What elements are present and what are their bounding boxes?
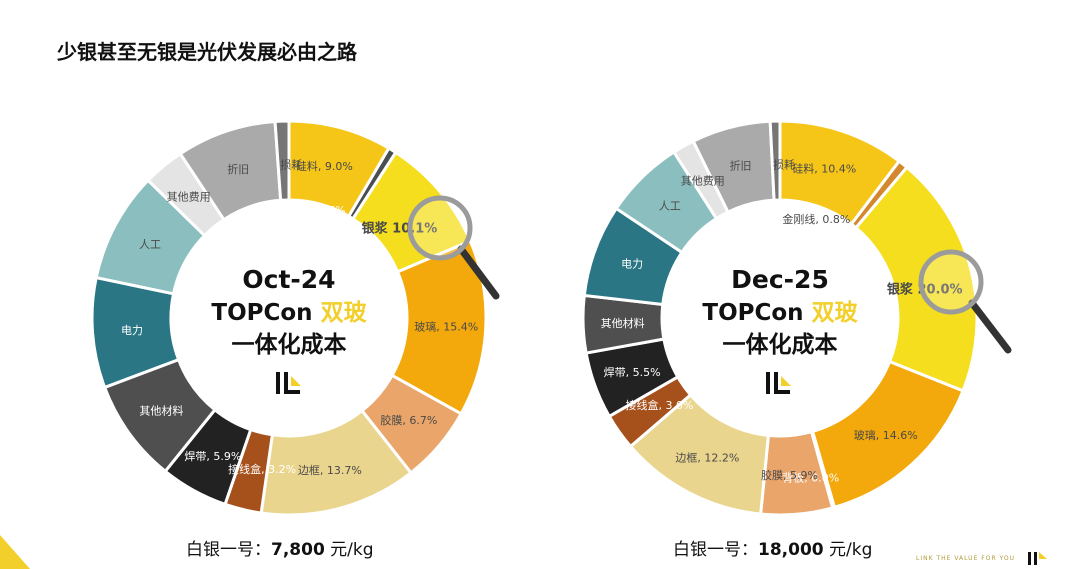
silver-price-left-label: 白银一号： [186, 540, 271, 560]
slice-label-金刚线-0-8: 金刚线, 0.8% [782, 212, 850, 226]
silver-price-right-label: 白银一号： [673, 540, 758, 560]
center-date: Dec-25 [731, 265, 829, 294]
slice-label-接线盒-3-0: 接线盒, 3.0% [625, 398, 693, 412]
slice-label-其他材料: 其他材料 [601, 316, 645, 330]
slice-label-人工: 人工 [659, 199, 681, 212]
slice-label-损耗: 损耗 [280, 158, 302, 172]
silver-price-right-unit: 元/kg [823, 540, 873, 560]
center-subtitle: 一体化成本 [723, 331, 838, 358]
slice-label-胶膜-5-9: 胶膜, 5.9% [761, 468, 818, 482]
corner-accent-icon [0, 535, 30, 569]
center-product-type: 双玻 [321, 300, 368, 326]
slice-label-硅料-9-0: 硅料, 9.0% [296, 159, 353, 173]
slice-label-玻璃-15-4: 玻璃, 15.4% [414, 319, 478, 333]
slice-label-折旧: 折旧 [730, 159, 752, 173]
slice-label-电力: 电力 [621, 258, 643, 271]
silver-price-left-unit: 元/kg [324, 540, 374, 560]
slice-label-边框-13-7: 边框, 13.7% [298, 464, 362, 477]
slice-label-其他费用: 其他费用 [167, 191, 211, 204]
footer-tagline: LINK THE VALUE FOR YOU [916, 555, 1015, 562]
slice-label-焊带-5-5: 焊带, 5.5% [604, 365, 661, 379]
slice-label-硅料-10-4: 硅料, 10.4% [792, 162, 856, 176]
center-product-type: 双玻 [812, 300, 859, 326]
slice-label-玻璃-14-6: 玻璃, 14.6% [854, 428, 918, 442]
donut-slices [90, 119, 488, 517]
slice-label-人工: 人工 [139, 238, 161, 251]
slice-label-银浆-10-1: 银浆 10.1% [362, 221, 438, 237]
center-subtitle: 一体化成本 [232, 331, 347, 358]
center-product: TOPCon 双玻 [702, 300, 858, 326]
slice-label-电力: 电力 [121, 324, 143, 337]
center-date: Oct-24 [242, 265, 335, 294]
slice-label-背板-0-0: 背板, 0.0% [782, 471, 839, 485]
silver-price-left: 白银一号：7,800 元/kg [186, 535, 374, 560]
footer-logo-icon [1028, 552, 1047, 565]
center-product-name: TOPCon [702, 300, 811, 326]
brand-logo-icon [276, 372, 301, 394]
center-product: TOPCon 双玻 [211, 300, 367, 326]
slice-label-焊带-5-9: 焊带, 5.9% [184, 449, 241, 463]
silver-price-left-value: 7,800 [271, 540, 325, 560]
slice-label-其他材料: 其他材料 [139, 403, 183, 417]
magnifier-icon [918, 249, 1012, 354]
slice-损耗 [273, 119, 291, 202]
magnifier-icon [407, 195, 500, 300]
silver-price-right-value: 18,000 [758, 540, 824, 560]
silver-price-right: 白银一号：18,000 元/kg [673, 535, 872, 560]
center-product-name: TOPCon [211, 300, 320, 326]
donut-slices [581, 119, 979, 517]
brand-logo-icon [766, 372, 791, 394]
slice-银浆-20-0 [853, 165, 979, 393]
slice-label-金刚线-0-7: 金刚线, 0.7% [278, 203, 346, 217]
page-title: 少银甚至无银是光伏发展必由之路 [57, 40, 357, 64]
slice-label-其他费用: 其他费用 [681, 175, 725, 188]
slice-label-边框-12-2: 边框, 12.2% [675, 452, 739, 465]
donut-labels: 硅料, 10.4% 金刚线, 0.8% 银浆 20.0% 玻璃, 14.6% 背板, 0… [601, 158, 963, 485]
slice-label-折旧: 折旧 [227, 162, 249, 176]
slice-损耗 [768, 119, 782, 202]
donut-labels: 硅料, 9.0% 金刚线, 0.7% 银浆 10.1% 玻璃, 15.4% 胶膜, 6.… [121, 158, 478, 477]
slice-label-胶膜-6-7: 胶膜, 6.7% [380, 413, 437, 427]
slice-label-损耗: 损耗 [773, 158, 795, 172]
slice-label-接线盒-3-2: 接线盒, 3.2% [228, 462, 296, 476]
slice-label-银浆-20-0: 银浆 20.0% [887, 282, 963, 298]
